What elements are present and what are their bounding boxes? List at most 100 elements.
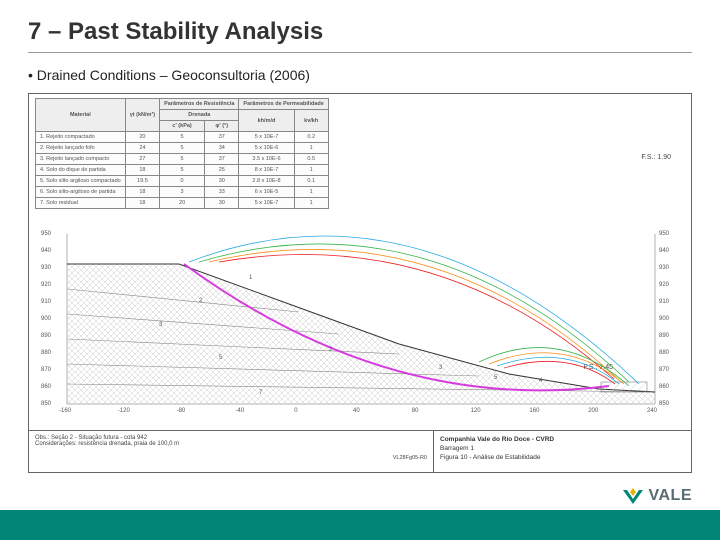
table-cell: 2. Rejeito lançado fofo [36,143,126,154]
footer-consid: Considerações: resistência drenada, prai… [35,441,427,447]
table-cell: 0.5 [294,154,328,165]
footer-dam: Barragem 1 [440,444,685,453]
table-cell: 19.5 [125,176,159,187]
table-cell: 2.8 x 10E-8 [239,176,294,187]
x-tick-label: -120 [118,408,130,414]
x-tick-label: 160 [529,408,539,414]
y-tick-label: 940 [41,248,51,254]
table-cell: 25 [205,165,239,176]
th-kvkh: kv/kh [294,110,328,132]
y-tick-label: 950 [659,231,669,237]
table-cell: 37 [205,154,239,165]
figure-footer: Obs.: Seção 2 - Situação futura - cota 9… [29,430,691,472]
x-tick-label: -160 [59,408,71,414]
table-cell: 1. Rejeito compactado [36,132,126,143]
y-tick-label: 890 [659,333,669,339]
y-tick-label: 870 [659,367,669,373]
table-cell: 18 [125,187,159,198]
x-tick-label: 240 [647,408,657,414]
table-cell: 3.5 x 10E-6 [239,154,294,165]
x-tick-label: -40 [235,408,244,414]
table-cell: 27 [125,154,159,165]
y-tick-label: 900 [41,316,51,322]
section-svg: 1 2 3 2 5 7 3 5 4 [39,234,683,424]
y-tick-label: 880 [41,350,51,356]
vale-logo-text: VALE [649,487,692,505]
th-c: c' (kPa) [160,121,205,132]
footer-company: Companhia Vale do Rio Doce - CVRD [440,435,685,444]
fs-label-top: F.S.: 1.90 [641,154,671,161]
vale-logo: VALE [621,486,692,506]
table-cell: 4. Solo do dique de partida [36,165,126,176]
table-cell: 24 [125,143,159,154]
footer-right: Companhia Vale do Rio Doce - CVRD Barrag… [434,431,691,472]
th-perm: Parâmetros de Permeabilidade [239,99,328,110]
x-tick-label: 40 [353,408,360,414]
x-tick-label: 200 [588,408,598,414]
table-cell: 0 [160,176,205,187]
y-tick-label: 870 [41,367,51,373]
y-tick-label: 850 [41,401,51,407]
figure-container: Material γt (kN/m³) Parâmetros de Resist… [28,93,692,473]
table-cell: 5 [160,143,205,154]
vale-logo-icon [621,486,645,506]
th-resist: Parâmetros de Resistência [160,99,239,110]
table-cell: 3 [160,187,205,198]
table-cell: 0.2 [294,132,328,143]
th-phi: φ' (°) [205,121,239,132]
table-cell: 5 x 10E-7 [239,132,294,143]
table-cell: 33 [205,187,239,198]
x-tick-label: 0 [294,408,297,414]
y-tick-label: 920 [659,282,669,288]
x-tick-label: 80 [412,408,419,414]
y-tick-label: 860 [659,384,669,390]
y-tick-label: 950 [41,231,51,237]
y-tick-label: 920 [41,282,51,288]
table-cell: 37 [205,132,239,143]
y-tick-label: 930 [41,265,51,271]
footer-code: VL28Fg05-R0 [35,455,427,461]
table-cell: 30 [205,198,239,209]
slide-subtitle: • Drained Conditions – Geoconsultoria (2… [28,67,692,83]
svg-text:1: 1 [249,275,253,281]
table-cell: 18 [125,198,159,209]
y-tick-label: 890 [41,333,51,339]
table-cell: 20 [160,198,205,209]
table-cell: 5 [160,154,205,165]
table-cell: 5 [160,132,205,143]
th-kh: kh/m/d [239,110,294,132]
y-tick-label: 900 [659,316,669,322]
table-cell: 20 [125,132,159,143]
bottom-bar [0,510,720,540]
table-cell: 1 [294,187,328,198]
table-cell: 5 x 10E-6 [239,143,294,154]
table-cell: 6. Solo silto-argiloso de partida [36,187,126,198]
y-tick-label: 910 [659,299,669,305]
table-cell: 6 x 10E-5 [239,187,294,198]
table-cell: 5 [160,165,205,176]
x-tick-label: 120 [471,408,481,414]
y-tick-label: 860 [41,384,51,390]
table-cell: 3. Rejeito lançado compacto [36,154,126,165]
th-gamma: γt (kN/m³) [125,99,159,132]
table-cell: 7. Solo residual [36,198,126,209]
y-tick-label: 940 [659,248,669,254]
slide-title: 7 – Past Stability Analysis [28,18,692,53]
footer-left: Obs.: Seção 2 - Situação futura - cota 9… [29,431,434,472]
table-cell: 0.1 [294,176,328,187]
y-tick-label: 930 [659,265,669,271]
table-cell: 5 x 10E-7 [239,198,294,209]
table-cell: 5. Solo silto argiloso compactado [36,176,126,187]
table-cell: 8 x 10E-7 [239,165,294,176]
y-tick-label: 910 [41,299,51,305]
x-tick-label: -80 [177,408,186,414]
footer-figtitle: Figura 10 - Análise de Estabilidade [440,453,685,462]
table-cell: 30 [205,176,239,187]
table-cell: 1 [294,198,328,209]
table-cell: 18 [125,165,159,176]
parameters-table: Material γt (kN/m³) Parâmetros de Resist… [35,98,329,209]
table-cell: 1 [294,143,328,154]
y-tick-label: 850 [659,401,669,407]
cross-section-chart: 1 2 3 2 5 7 3 5 4 950 940 930 920 910 900 890 8… [39,234,683,424]
table-cell: 1 [294,165,328,176]
